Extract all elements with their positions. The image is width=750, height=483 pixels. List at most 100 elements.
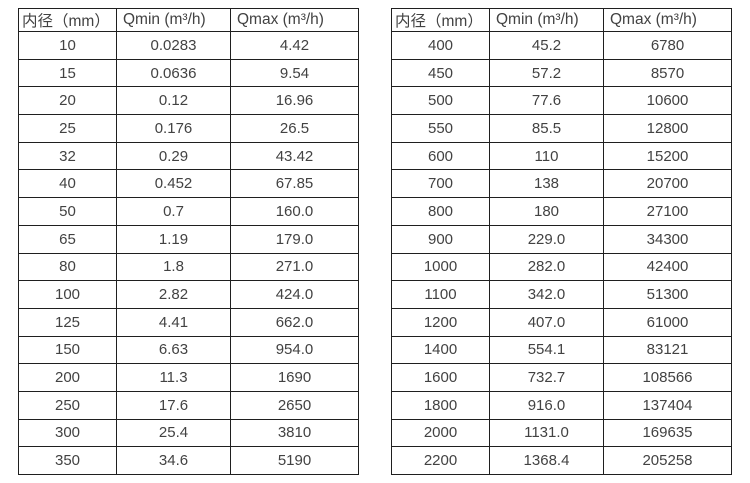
table-row: 1400 554.1 83121 [391, 335, 732, 365]
qmin-cell: 2.82 [116, 280, 231, 309]
diameter-cell: 125 [18, 307, 117, 337]
diameter-cell: 1600 [391, 363, 490, 392]
qmin-cell: 916.0 [489, 390, 604, 420]
table-row: 900 229.0 34300 [391, 224, 732, 254]
table-row: 25 0.176 26.5 [18, 114, 359, 143]
qmax-cell: 662.0 [230, 307, 359, 337]
qmax-cell: 205258 [603, 446, 732, 475]
diameter-cell: 50 [18, 197, 117, 226]
qmin-cell: 25.4 [116, 418, 231, 448]
table-row: 15 0.0636 9.54 [18, 58, 359, 88]
diameter-cell: 65 [18, 224, 117, 254]
qmax-cell: 10600 [603, 86, 732, 116]
qmax-cell: 169635 [603, 418, 732, 448]
table-row: 1800 916.0 137404 [391, 390, 732, 420]
table-row: 65 1.19 179.0 [18, 224, 359, 254]
qmin-cell: 342.0 [489, 280, 604, 309]
qmin-cell: 554.1 [489, 335, 604, 365]
column-header: Qmax (m³/h) [603, 8, 732, 32]
diameter-cell: 15 [18, 58, 117, 88]
qmin-cell: 1131.0 [489, 418, 604, 448]
diameter-cell: 2000 [391, 418, 490, 448]
qmin-cell: 0.7 [116, 197, 231, 226]
qmin-cell: 11.3 [116, 363, 231, 392]
table-row: 450 57.2 8570 [391, 58, 732, 88]
qmax-cell: 954.0 [230, 335, 359, 365]
qmax-cell: 16.96 [230, 86, 359, 116]
diameter-cell: 32 [18, 141, 117, 171]
diameter-cell: 500 [391, 86, 490, 116]
table-row: 700 138 20700 [391, 169, 732, 199]
header-row: 内径（mm） Qmin (m³/h) Qmax (m³/h) [18, 8, 359, 32]
flow-range-table-small-diameters: 内径（mm） Qmin (m³/h) Qmax (m³/h) 10 0.0283 4.4… [18, 8, 359, 475]
qmax-cell: 160.0 [230, 197, 359, 226]
diameter-cell: 100 [18, 280, 117, 309]
table-body: 10 0.0283 4.42 15 0.0636 9.54 20 0.12 16.96 25 0.1… [18, 31, 359, 475]
qmin-cell: 229.0 [489, 224, 604, 254]
qmax-cell: 67.85 [230, 169, 359, 199]
table-row: 550 85.5 12800 [391, 114, 732, 143]
table-row: 1000 282.0 42400 [391, 252, 732, 282]
qmax-cell: 34300 [603, 224, 732, 254]
table-row: 100 2.82 424.0 [18, 280, 359, 309]
table-row: 500 77.6 10600 [391, 86, 732, 116]
qmax-cell: 137404 [603, 390, 732, 420]
qmin-cell: 1.19 [116, 224, 231, 254]
qmax-cell: 27100 [603, 197, 732, 226]
table-row: 300 25.4 3810 [18, 418, 359, 448]
qmin-cell: 85.5 [489, 114, 604, 143]
diameter-cell: 1400 [391, 335, 490, 365]
qmin-cell: 0.29 [116, 141, 231, 171]
qmin-cell: 34.6 [116, 446, 231, 475]
qmax-cell: 8570 [603, 58, 732, 88]
table-row: 800 180 27100 [391, 197, 732, 226]
qmin-cell: 732.7 [489, 363, 604, 392]
qmin-cell: 57.2 [489, 58, 604, 88]
qmax-cell: 6780 [603, 31, 732, 60]
qmin-cell: 282.0 [489, 252, 604, 282]
qmax-cell: 1690 [230, 363, 359, 392]
table-row: 350 34.6 5190 [18, 446, 359, 475]
table-row: 1200 407.0 61000 [391, 307, 732, 337]
diameter-cell: 1800 [391, 390, 490, 420]
table-row: 2200 1368.4 205258 [391, 446, 732, 475]
table-row: 50 0.7 160.0 [18, 197, 359, 226]
table-row: 20 0.12 16.96 [18, 86, 359, 116]
table-header-row: 内径（mm） Qmin (m³/h) Qmax (m³/h) [391, 8, 732, 32]
qmax-cell: 43.42 [230, 141, 359, 171]
diameter-cell: 40 [18, 169, 117, 199]
qmin-cell: 17.6 [116, 390, 231, 420]
diameter-cell: 550 [391, 114, 490, 143]
qmin-cell: 4.41 [116, 307, 231, 337]
qmin-cell: 0.452 [116, 169, 231, 199]
diameter-cell: 10 [18, 31, 117, 60]
diameter-cell: 200 [18, 363, 117, 392]
qmin-cell: 1368.4 [489, 446, 604, 475]
qmax-cell: 271.0 [230, 252, 359, 282]
column-header: 内径（mm） [391, 8, 490, 32]
qmax-cell: 4.42 [230, 31, 359, 60]
diameter-cell: 250 [18, 390, 117, 420]
qmin-cell: 6.63 [116, 335, 231, 365]
table-row: 150 6.63 954.0 [18, 335, 359, 365]
qmax-cell: 12800 [603, 114, 732, 143]
table-row: 200 11.3 1690 [18, 363, 359, 392]
qmax-cell: 42400 [603, 252, 732, 282]
diameter-cell: 450 [391, 58, 490, 88]
qmin-cell: 0.12 [116, 86, 231, 116]
header-row: 内径（mm） Qmin (m³/h) Qmax (m³/h) [391, 8, 732, 32]
qmax-cell: 424.0 [230, 280, 359, 309]
qmax-cell: 108566 [603, 363, 732, 392]
qmax-cell: 15200 [603, 141, 732, 171]
diameter-cell: 20 [18, 86, 117, 116]
diameter-cell: 400 [391, 31, 490, 60]
qmin-cell: 1.8 [116, 252, 231, 282]
qmax-cell: 51300 [603, 280, 732, 309]
diameter-cell: 900 [391, 224, 490, 254]
flow-range-table-large-diameters: 内径（mm） Qmin (m³/h) Qmax (m³/h) 400 45.2 6780… [391, 8, 732, 475]
table-row: 600 110 15200 [391, 141, 732, 171]
qmax-cell: 5190 [230, 446, 359, 475]
table-row: 80 1.8 271.0 [18, 252, 359, 282]
qmin-cell: 0.0283 [116, 31, 231, 60]
